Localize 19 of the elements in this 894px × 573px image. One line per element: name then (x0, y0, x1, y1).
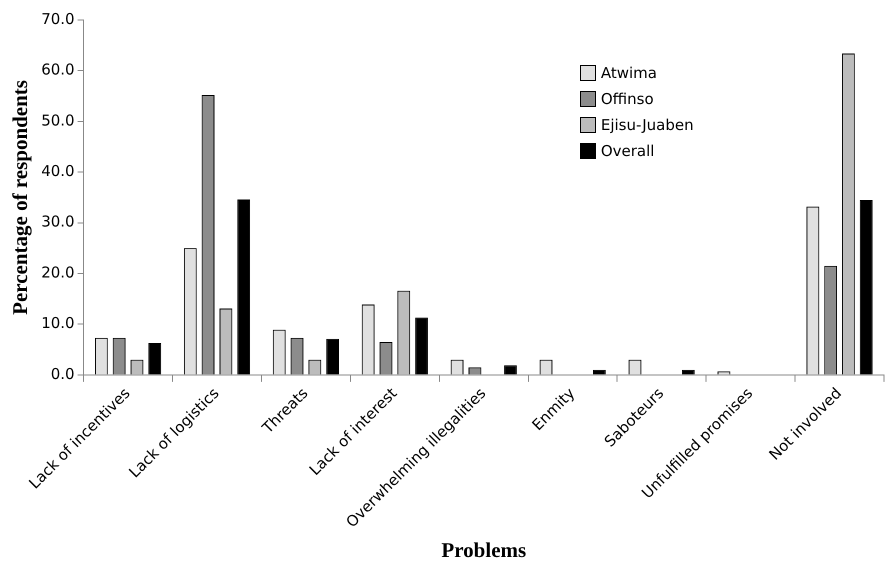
legend-label: Ejisu-Juaben (600, 116, 694, 134)
legend-label: Offinso (600, 90, 654, 108)
bar (326, 338, 340, 374)
y-axis-title: Percentage of respondents (8, 80, 32, 315)
y-tick-label: 60.0 (41, 60, 75, 79)
bar (860, 200, 873, 374)
y-tick-label: 50.0 (41, 111, 75, 130)
y-tick-label: 0.0 (50, 364, 75, 383)
y-tick-label: 40.0 (41, 162, 75, 180)
legend-label: Overall (600, 142, 654, 160)
bar (237, 199, 250, 374)
bar (415, 318, 428, 374)
bar (148, 342, 162, 374)
legend-label: Atwima (600, 64, 657, 82)
x-axis-title: Problems (441, 538, 526, 562)
y-tick-label: 30.0 (41, 212, 75, 231)
y-tick-label: 10.0 (41, 314, 75, 332)
y-tick-label: 70.0 (41, 10, 75, 28)
y-tick-label: 20.0 (41, 263, 75, 282)
